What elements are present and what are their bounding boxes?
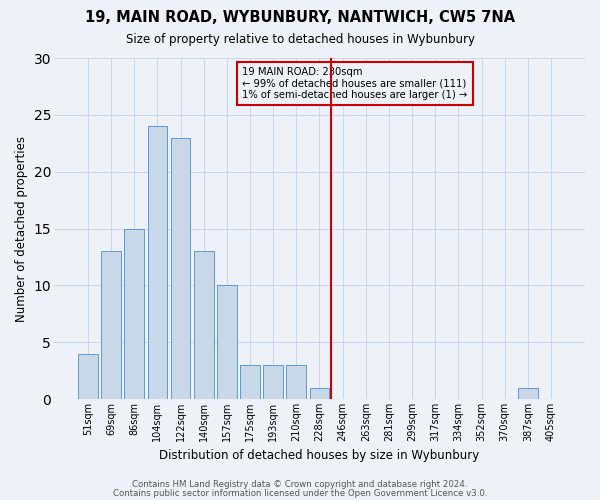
Bar [78, 354, 98, 399]
Text: Size of property relative to detached houses in Wybunbury: Size of property relative to detached ho… [125, 32, 475, 46]
Bar [217, 286, 237, 399]
Bar [171, 138, 190, 399]
Bar [101, 251, 121, 399]
Text: Contains HM Land Registry data © Crown copyright and database right 2024.: Contains HM Land Registry data © Crown c… [132, 480, 468, 489]
Bar [263, 365, 283, 399]
Y-axis label: Number of detached properties: Number of detached properties [15, 136, 28, 322]
Bar [286, 365, 306, 399]
Bar [518, 388, 538, 399]
Text: Contains public sector information licensed under the Open Government Licence v3: Contains public sector information licen… [113, 489, 487, 498]
X-axis label: Distribution of detached houses by size in Wybunbury: Distribution of detached houses by size … [160, 450, 479, 462]
Text: 19, MAIN ROAD, WYBUNBURY, NANTWICH, CW5 7NA: 19, MAIN ROAD, WYBUNBURY, NANTWICH, CW5 … [85, 10, 515, 25]
Text: 19 MAIN ROAD: 230sqm
← 99% of detached houses are smaller (111)
1% of semi-detac: 19 MAIN ROAD: 230sqm ← 99% of detached h… [242, 66, 468, 100]
Bar [124, 228, 144, 399]
Bar [194, 251, 214, 399]
Bar [310, 388, 329, 399]
Bar [148, 126, 167, 399]
Bar [240, 365, 260, 399]
